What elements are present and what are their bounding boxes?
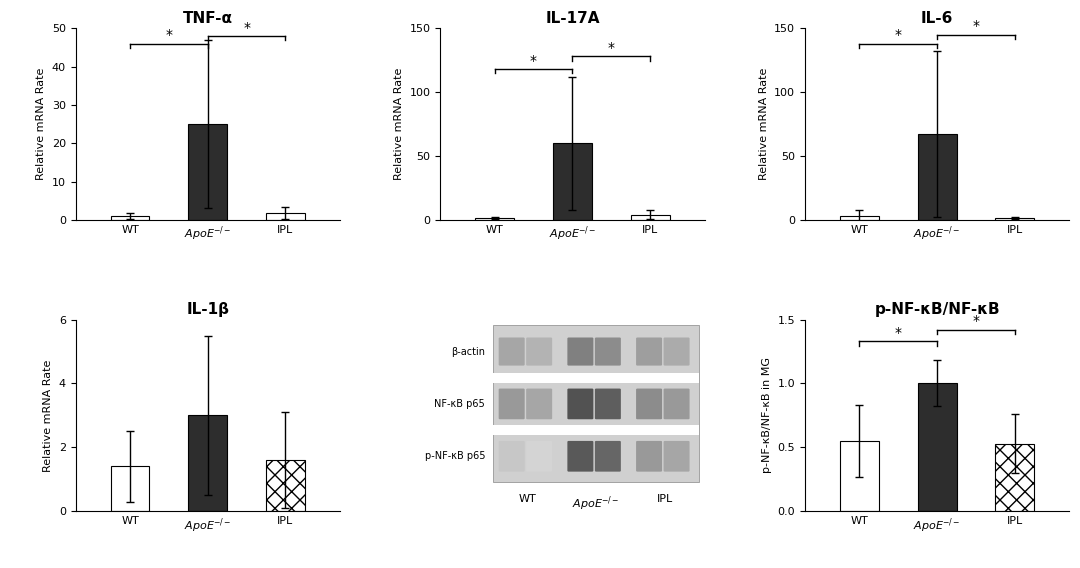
Y-axis label: Relative mRNA Rate: Relative mRNA Rate	[758, 68, 769, 181]
FancyBboxPatch shape	[499, 337, 525, 366]
Text: ApoE$^{-/-}$: ApoE$^{-/-}$	[572, 494, 620, 512]
Bar	[494, 325, 699, 482]
Text: p-NF-κB p65: p-NF-κB p65	[424, 452, 485, 461]
Bar	[266, 213, 305, 220]
Bar	[840, 441, 879, 511]
Bar	[553, 143, 592, 220]
Text: *: *	[972, 19, 980, 34]
Bar	[475, 218, 514, 220]
Y-axis label: Relative mRNA Rate: Relative mRNA Rate	[37, 68, 46, 181]
FancyBboxPatch shape	[526, 389, 552, 419]
Y-axis label: p-NF-κB/NF-κB in MG: p-NF-κB/NF-κB in MG	[762, 357, 772, 473]
Bar	[266, 460, 305, 511]
FancyBboxPatch shape	[499, 441, 525, 471]
FancyBboxPatch shape	[567, 337, 593, 366]
Bar	[996, 218, 1035, 220]
Text: *: *	[894, 326, 902, 340]
Bar	[918, 383, 957, 511]
FancyBboxPatch shape	[526, 441, 552, 471]
Text: *: *	[165, 28, 173, 42]
FancyBboxPatch shape	[663, 337, 689, 366]
FancyBboxPatch shape	[595, 389, 621, 419]
FancyBboxPatch shape	[595, 441, 621, 471]
FancyBboxPatch shape	[526, 337, 552, 366]
Bar	[110, 466, 149, 511]
Y-axis label: Relative mRNA Rate: Relative mRNA Rate	[394, 68, 404, 181]
Text: *: *	[608, 41, 615, 55]
Bar	[188, 124, 227, 220]
Title: IL-17A: IL-17A	[545, 11, 599, 26]
Title: p-NF-κB/NF-κB: p-NF-κB/NF-κB	[874, 302, 1000, 317]
Text: *: *	[894, 28, 902, 42]
Text: β-actin: β-actin	[451, 346, 485, 357]
Bar	[918, 135, 957, 220]
FancyBboxPatch shape	[595, 337, 621, 366]
FancyBboxPatch shape	[636, 441, 662, 471]
Text: IPL: IPL	[657, 494, 673, 504]
Y-axis label: Relative mRNA Rate: Relative mRNA Rate	[43, 359, 53, 471]
Text: WT: WT	[518, 494, 537, 504]
Bar	[188, 415, 227, 511]
Title: TNF-α: TNF-α	[183, 11, 232, 26]
FancyBboxPatch shape	[636, 389, 662, 419]
Bar	[494, 373, 699, 382]
Text: *: *	[972, 314, 980, 328]
FancyBboxPatch shape	[567, 389, 593, 419]
FancyBboxPatch shape	[499, 389, 525, 419]
FancyBboxPatch shape	[663, 441, 689, 471]
Bar	[840, 216, 879, 220]
Bar	[494, 425, 699, 435]
FancyBboxPatch shape	[567, 441, 593, 471]
Text: *: *	[243, 20, 251, 35]
Bar	[631, 215, 670, 220]
FancyBboxPatch shape	[636, 337, 662, 366]
FancyBboxPatch shape	[663, 389, 689, 419]
Text: NF-κB p65: NF-κB p65	[434, 399, 485, 409]
Text: *: *	[530, 54, 537, 68]
Bar	[996, 444, 1035, 511]
Title: IL-1β: IL-1β	[186, 302, 229, 317]
Bar	[110, 216, 149, 220]
Title: IL-6: IL-6	[921, 11, 954, 26]
